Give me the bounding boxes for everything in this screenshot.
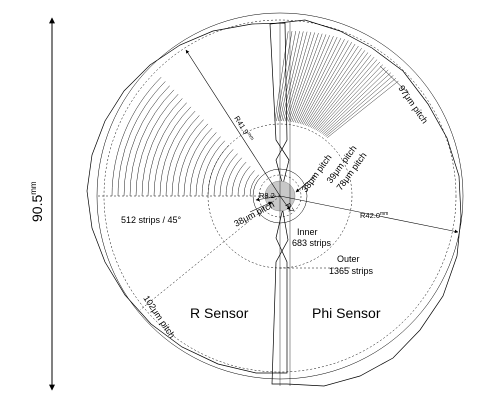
phi-strip-line (279, 31, 300, 122)
outer-label: Outer (337, 254, 360, 264)
r-strip-arc (183, 127, 213, 197)
r-sensor-outline (86, 22, 288, 374)
phi-strip-line (325, 78, 397, 137)
r-strip-arc (243, 170, 255, 197)
r-sensor-title: R Sensor (190, 305, 249, 321)
pitch-97-leader (379, 65, 411, 96)
r-strip-arc (171, 119, 204, 197)
phi-strip-line (296, 36, 338, 123)
phi-strip-line (312, 54, 372, 129)
phi-strip-line (318, 64, 383, 132)
phi-strip-line (276, 31, 293, 122)
r-strip-arc (141, 98, 183, 197)
inner-strips-label: 683 strips (292, 238, 332, 248)
r42-arrow (279, 195, 459, 234)
phi-strip-line (288, 33, 319, 122)
pitch-102-label: 102μm pitch (141, 294, 177, 340)
r-strip-arc (135, 94, 179, 197)
r42-label: R42.0mm (360, 211, 388, 220)
pitch-97-label: 97μm pitch (396, 83, 430, 125)
r82-label: R8.2 (259, 191, 275, 200)
inner-label: Inner (297, 227, 318, 237)
phi-strip-line (283, 31, 308, 122)
r41-label: R41.9mm (232, 114, 255, 143)
phi-strip-line (301, 40, 349, 125)
strips-45-label: 512 strips / 45° (121, 215, 182, 225)
r-strip-arc (249, 174, 259, 197)
r-strip-arc (237, 166, 251, 197)
r41-arrow (185, 49, 281, 197)
r7-label: R7 (283, 202, 296, 215)
phi-strip-line (320, 67, 386, 133)
phi-strip-line (291, 34, 327, 122)
r-sensor-strips (111, 77, 259, 197)
phi-strip-line (306, 45, 359, 127)
phi-strip-line (274, 31, 289, 122)
r-strip-arc (177, 123, 209, 197)
phi-strip-line (298, 38, 342, 124)
r-strip-arc (129, 89, 175, 197)
pitch-38-phi-arrow (295, 175, 316, 193)
phi-strip-line (314, 56, 375, 130)
phi-strip-line (294, 36, 334, 123)
phi-strip-line (311, 52, 369, 128)
phi-strip-line (317, 61, 381, 132)
r7-arrow (279, 195, 291, 211)
r-strip-arc (207, 144, 230, 197)
height-dimension-label: 90.5mm (29, 181, 45, 222)
phi-strip-line (309, 50, 366, 128)
phi-strip-line (299, 39, 345, 124)
r82-arrow (255, 195, 281, 202)
phi-strip-line (307, 47, 362, 127)
phi-strip-line (278, 31, 296, 122)
phi-strip-line (321, 69, 389, 134)
phi-sensor-title: Phi Sensor (312, 305, 381, 321)
r-strip-arc (153, 106, 192, 197)
phi-strip-line (303, 41, 352, 125)
r-strip-arc (159, 110, 196, 197)
r-strip-arc (213, 149, 234, 197)
r-strip-arc (195, 136, 221, 197)
outer-strips-label: 1365 strips (329, 266, 374, 276)
phi-strip-line (289, 33, 323, 122)
phi-strip-line (322, 72, 392, 135)
r-strip-arc (123, 85, 170, 197)
phi-strip-line (286, 32, 315, 122)
phi-strip-line (324, 75, 394, 136)
phi-strip-line (293, 35, 330, 123)
r-strip-arc (147, 102, 187, 197)
phi-strip-line (281, 31, 304, 122)
phi-strip-line (315, 59, 378, 131)
r-strip-arc (189, 132, 217, 197)
phi-sensor-strips (274, 31, 399, 138)
r-strip-arc (117, 81, 166, 197)
r-strip-arc (165, 115, 200, 197)
r-strip-arc (225, 157, 242, 197)
phi-strip-line (304, 43, 356, 126)
r-strip-arc (219, 153, 238, 197)
phi-strip-line (327, 80, 399, 138)
pitch-38-r-arrow (249, 201, 273, 213)
phi-strip-line (284, 32, 312, 122)
r-strip-arc (231, 161, 247, 197)
r-strip-arc (111, 77, 162, 197)
